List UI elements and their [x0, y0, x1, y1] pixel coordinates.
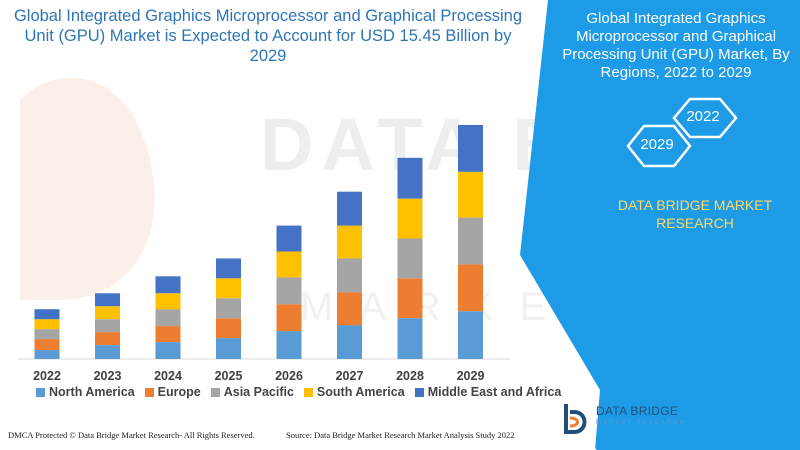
- bar-segment-2029-europe: [458, 264, 483, 312]
- company-logo: [564, 404, 587, 434]
- chart-title: Global Integrated Graphics Microprocesso…: [13, 7, 523, 65]
- hexagon-2029: [626, 124, 692, 168]
- bar-segment-2027-middle-east-and-africa: [337, 191, 362, 226]
- panel-title: Global Integrated Graphics Microprocesso…: [562, 10, 790, 81]
- bar-segment-2028-europe: [397, 278, 423, 319]
- legend-swatch: [144, 387, 154, 397]
- legend-swatch: [414, 387, 424, 397]
- legend: North America Europe Asia Pacific South Ame…: [36, 384, 561, 400]
- hex-label-start: 2022: [686, 108, 720, 125]
- legend-item: Europe: [144, 385, 201, 399]
- bars-group: [34, 125, 483, 359]
- x-tick-label: 2023: [94, 369, 122, 383]
- hexagon-2022: [672, 97, 738, 139]
- legend-label: Europe: [157, 385, 201, 399]
- bar-segment-2026-north-america: [276, 331, 302, 359]
- bar-segment-2027-europe: [337, 292, 362, 326]
- bar-segment-2022-middle-east-and-africa: [34, 309, 60, 320]
- legend-item: Middle East and Africa: [414, 385, 562, 399]
- legend-item: South America: [303, 385, 405, 399]
- bar-segment-2027-north-america: [337, 325, 362, 359]
- bar-segment-2022-asia-pacific: [34, 329, 60, 340]
- x-tick-labels: 2022 2023 2024 2025 2026 2027 2028 2029: [33, 369, 484, 383]
- legend-label: Asia Pacific: [223, 385, 294, 399]
- logo-tagline: MARKET RESEARCH: [596, 420, 686, 426]
- bar-segment-2028-south-america: [397, 198, 423, 239]
- bar-segment-2023-asia-pacific: [95, 319, 120, 333]
- bar-segment-2027-asia-pacific: [337, 258, 362, 293]
- bar-segment-2024-north-america: [155, 342, 181, 359]
- bar-segment-2028-north-america: [397, 318, 423, 359]
- x-tick-label: 2028: [396, 369, 424, 383]
- panel-brand-text: DATA BRIDGE MARKET RESEARCH: [617, 197, 773, 231]
- legend-label: South America: [316, 385, 405, 399]
- logo-name: DATA BRIDGE: [596, 404, 679, 418]
- stacked-bar-chart: 2022 2023 2024 2025 2026 2027 2028 2029: [18, 125, 510, 383]
- x-tick-label: 2027: [336, 369, 364, 383]
- bar-segment-2028-middle-east-and-africa: [397, 157, 423, 199]
- logo-accent-icon: [569, 416, 579, 428]
- legend-swatch: [303, 387, 313, 397]
- x-tick-label: 2025: [215, 369, 243, 383]
- hex-label-end: 2029: [640, 136, 674, 153]
- bar-segment-2029-north-america: [458, 311, 483, 359]
- logo-mark-icon: [564, 404, 587, 434]
- bar-segment-2026-south-america: [276, 251, 302, 278]
- bar-segment-2025-middle-east-and-africa: [216, 258, 241, 279]
- bar-segment-2022-europe: [34, 339, 60, 351]
- bar-segment-2023-south-america: [95, 306, 120, 320]
- bar-segment-2029-asia-pacific: [458, 217, 483, 265]
- legend-label: North America: [49, 385, 135, 399]
- copyright-note: DMCA Protected © Data Bridge Market Rese…: [8, 430, 255, 440]
- bar-segment-2029-middle-east-and-africa: [458, 125, 483, 172]
- bar-segment-2023-europe: [95, 332, 120, 345]
- x-tick-label: 2024: [154, 369, 182, 383]
- bar-segment-2024-asia-pacific: [155, 309, 181, 327]
- bar-segment-2024-europe: [155, 326, 181, 342]
- legend-swatch: [36, 387, 45, 397]
- bar-segment-2023-north-america: [95, 345, 120, 359]
- source-note: Source: Data Bridge Market Research Mark…: [286, 430, 515, 440]
- bar-segment-2024-south-america: [155, 293, 181, 310]
- bar-segment-2025-north-america: [216, 338, 241, 359]
- x-tick-label: 2029: [457, 369, 485, 383]
- legend-swatch: [210, 387, 220, 397]
- bar-segment-2023-middle-east-and-africa: [95, 293, 120, 307]
- bar-segment-2026-asia-pacific: [276, 277, 302, 305]
- bar-segment-2028-asia-pacific: [397, 238, 423, 279]
- legend-label: Middle East and Africa: [427, 385, 562, 399]
- bar-segment-2025-asia-pacific: [216, 298, 241, 319]
- bar-segment-2026-europe: [276, 304, 302, 332]
- bar-segment-2029-south-america: [458, 171, 483, 218]
- bar-segment-2027-south-america: [337, 225, 362, 259]
- bar-segment-2026-middle-east-and-africa: [276, 225, 302, 252]
- bar-segment-2024-middle-east-and-africa: [155, 276, 181, 294]
- x-tick-label: 2026: [275, 369, 303, 383]
- legend-item: North America: [36, 385, 135, 399]
- bar-segment-2025-europe: [216, 318, 241, 339]
- x-tick-label: 2022: [33, 369, 61, 383]
- bar-segment-2022-south-america: [34, 319, 60, 330]
- legend-item: Asia Pacific: [210, 385, 294, 399]
- bar-segment-2025-south-america: [216, 278, 241, 299]
- bar-segment-2022-north-america: [34, 350, 60, 359]
